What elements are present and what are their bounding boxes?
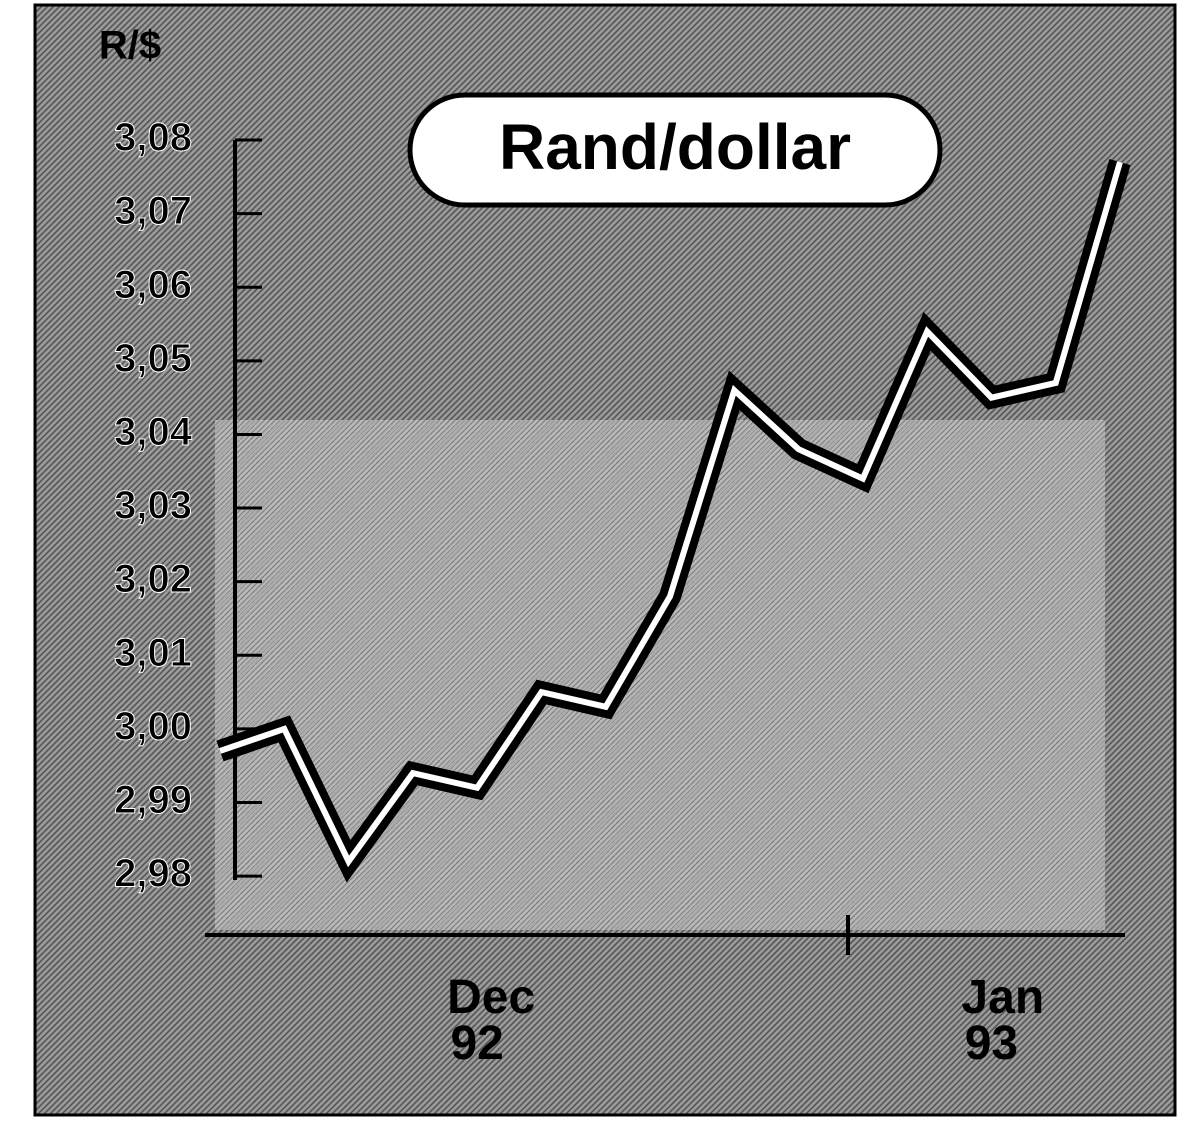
x-tick-label: Dec 92 — [447, 975, 507, 1067]
y-tick-label: 3,06 — [114, 263, 192, 307]
y-tick-label: 3,02 — [114, 557, 192, 601]
y-tick-label: 3,03 — [114, 484, 192, 528]
y-tick-label: 3,08 — [114, 116, 192, 160]
y-tick-label: 3,07 — [114, 189, 192, 233]
y-tick-label: 3,04 — [114, 410, 193, 454]
chart: R/$ Rand/dollar 2,98 2,99 3,00 3,01 3,02 3,03… — [0, 0, 1186, 1134]
y-tick-label: 3,00 — [114, 704, 192, 748]
x-tick-label: Jan 93 — [961, 975, 1021, 1067]
y-tick-label: 3,01 — [114, 631, 192, 675]
y-tick-label: 2,99 — [114, 778, 192, 822]
y-axis-label: R/$ — [99, 24, 161, 68]
chart-title: Rand/dollar — [499, 111, 851, 183]
page: {"chart_data": {"type": "line", "title":… — [0, 0, 1186, 1134]
y-tick-label: 2,98 — [114, 852, 192, 896]
y-tick-label: 3,05 — [114, 336, 192, 380]
